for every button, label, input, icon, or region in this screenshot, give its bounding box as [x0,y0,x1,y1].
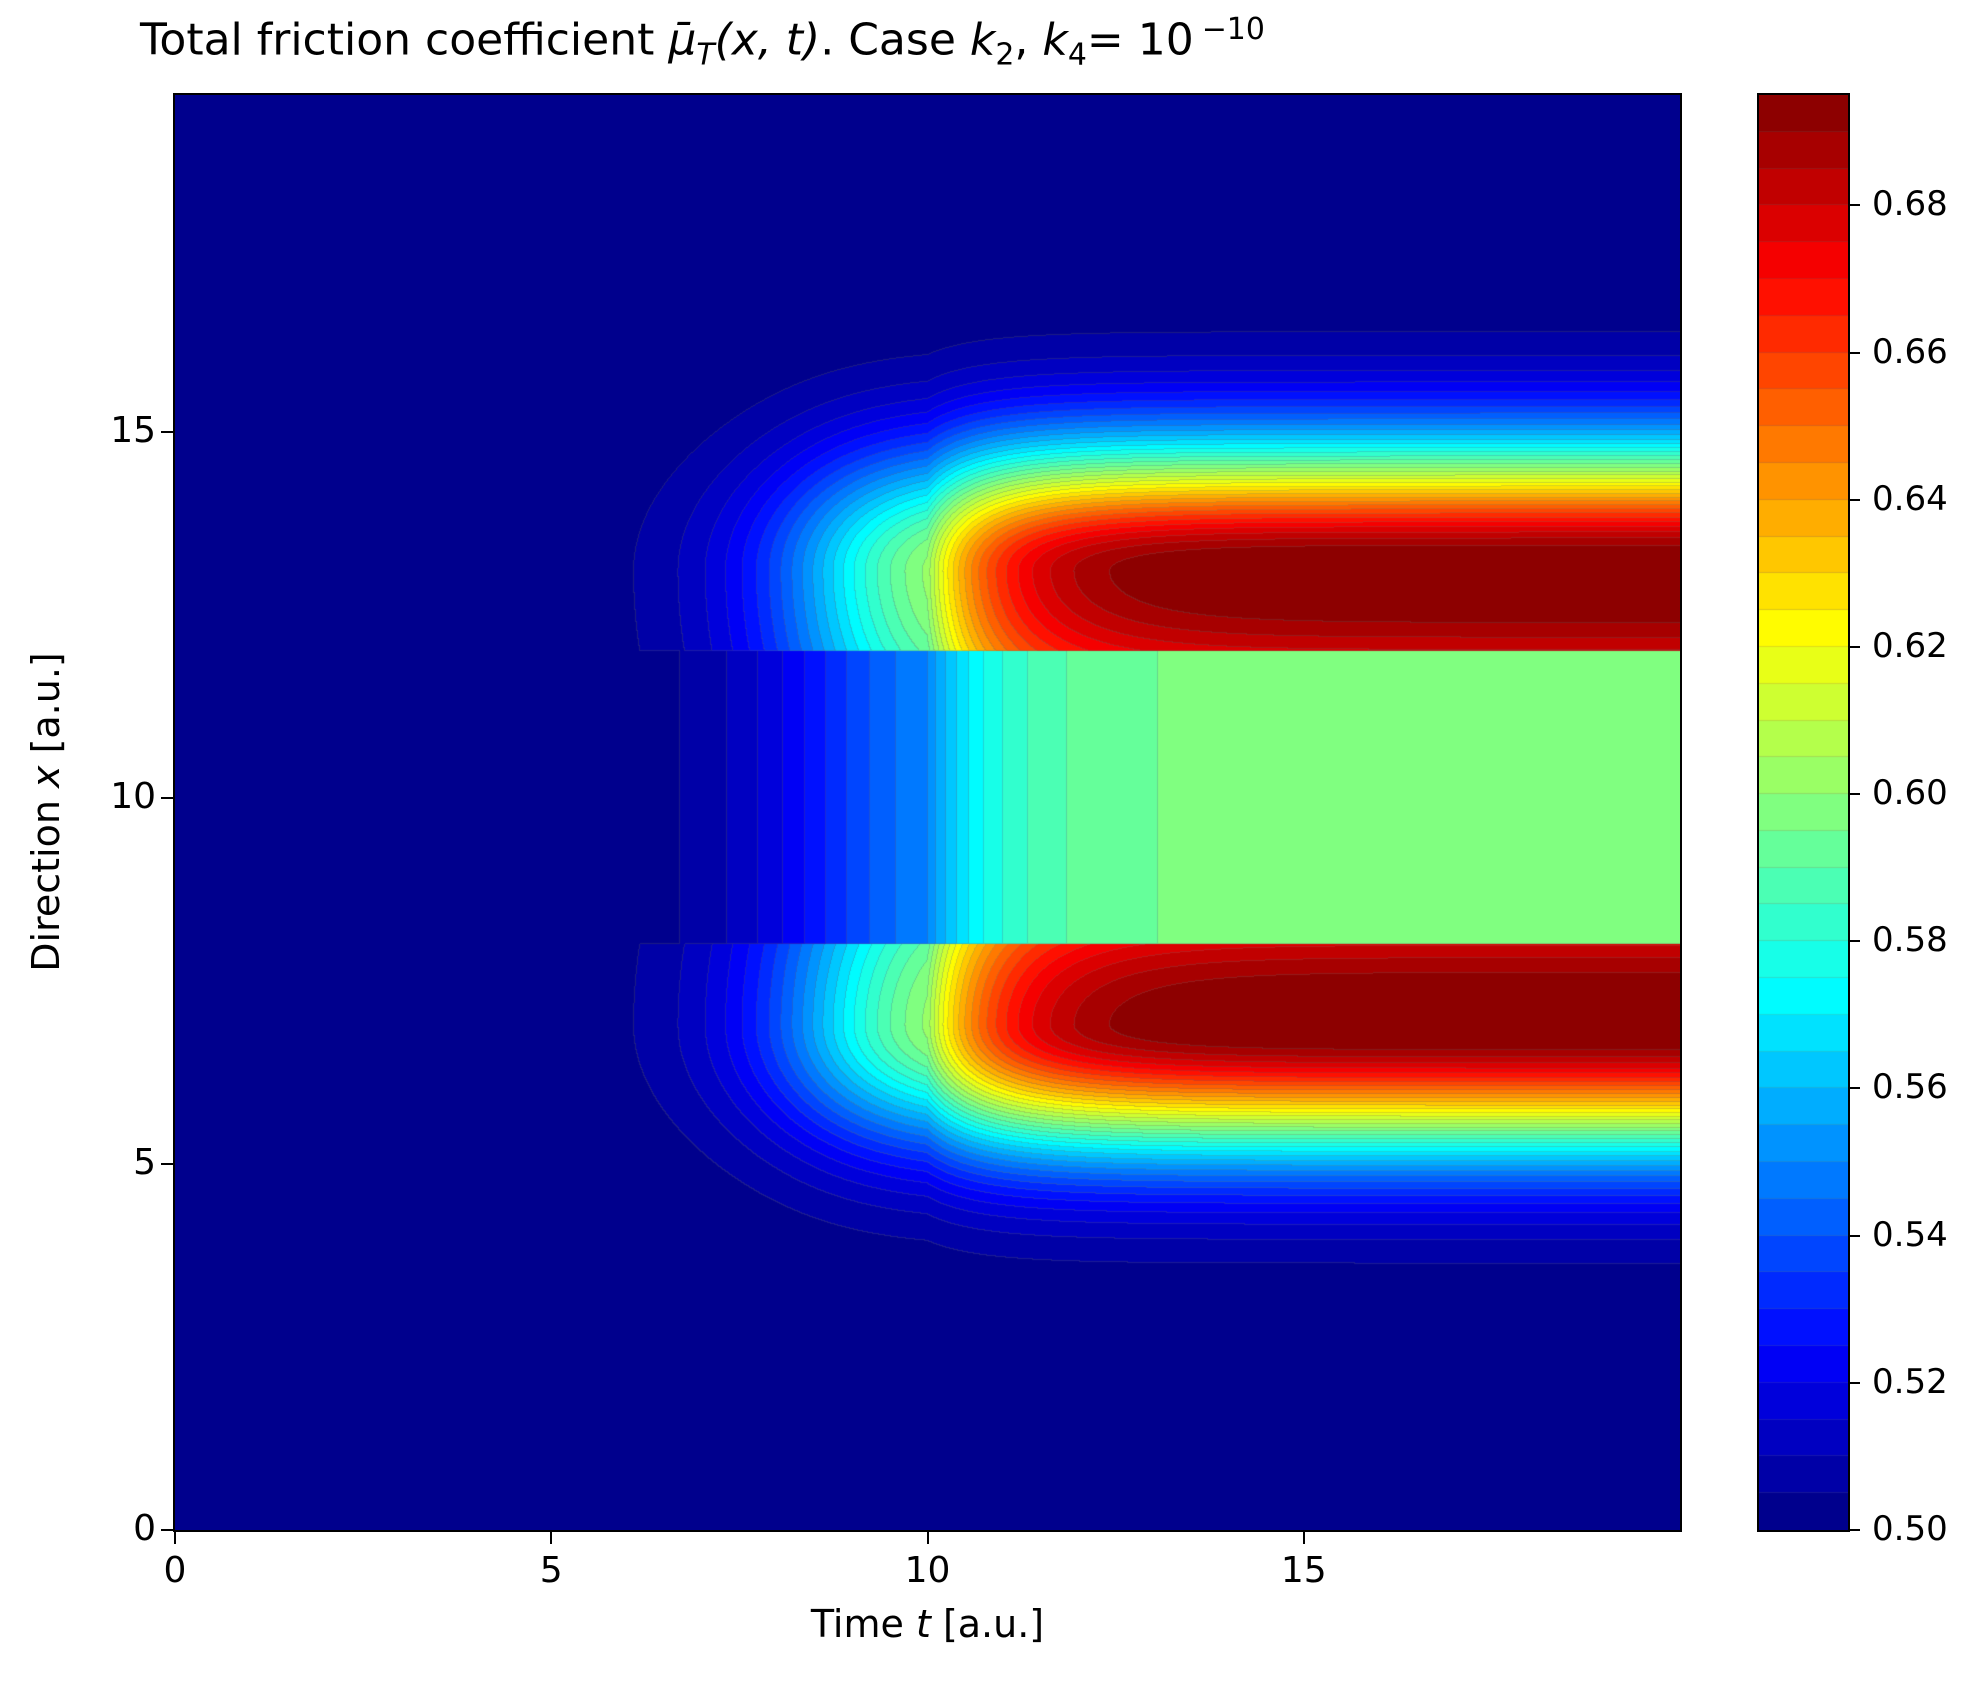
colorbar-tick-label: 0.54 [1872,1214,1948,1255]
y-tick-mark [161,430,175,433]
x-axis-label: Time t [a.u.] [175,1602,1680,1646]
x-label-variable: t [915,1602,931,1646]
colorbar-tick-mark [1848,1381,1860,1384]
colorbar-tick-label: 0.62 [1872,625,1948,666]
colorbar-tick-mark [1848,351,1860,354]
colorbar-tick-label: 0.52 [1872,1361,1948,1402]
title-mu-args: (x, t) [714,14,821,66]
colorbar-tick-mark [1848,940,1860,943]
y-label-units: [a.u.] [24,652,68,766]
colorbar-tick-mark [1848,1087,1860,1090]
colorbar-tick-label: 0.64 [1872,478,1948,519]
x-tick-mark [926,1530,929,1544]
title-mu-subscript: T [696,37,715,73]
title-k2-symbol: k [969,14,996,66]
y-tick-mark [161,796,175,799]
title-comma: , [1014,14,1043,66]
x-tick-label: 15 [1280,1550,1327,1591]
title-text: Total friction coefficient [140,14,669,66]
title-k2-subscript: 2 [995,37,1015,73]
colorbar-tick-label: 0.50 [1872,1509,1948,1549]
colorbar-tick-mark [1848,1529,1860,1531]
x-tick-label: 10 [904,1550,951,1591]
colorbar [1757,93,1850,1532]
colorbar-tick-mark [1848,645,1860,648]
plot-area [173,93,1682,1532]
y-tick-label: 15 [110,409,156,451]
y-tick-label: 10 [110,775,156,817]
x-label-units: [a.u.] [930,1602,1045,1646]
x-tick-mark [174,1530,176,1544]
title-case-text: . Case [820,14,970,66]
colorbar-tick-label: 0.60 [1872,773,1948,814]
y-tick-mark [161,1529,175,1531]
x-tick-label: 5 [539,1550,563,1591]
y-tick-mark [161,1162,175,1165]
colorbar-tick-label: 0.56 [1872,1067,1948,1108]
title-equals: = 10 [1086,14,1194,66]
y-tick-label: 5 [133,1141,156,1183]
x-tick-mark [550,1530,553,1544]
title-mu-symbol: μ̄ [668,14,697,66]
title-k4-subscript: 4 [1067,37,1087,73]
contour-field-canvas [175,95,1680,1530]
colorbar-canvas [1759,95,1848,1530]
colorbar-tick-mark [1848,204,1860,207]
y-tick-label: 0 [133,1508,156,1549]
colorbar-tick-mark [1848,498,1860,501]
x-tick-label: 0 [163,1550,187,1591]
colorbar-tick-mark [1848,793,1860,796]
x-label-text: Time [810,1602,916,1646]
colorbar-tick-label: 0.58 [1872,920,1948,961]
title-k4-symbol: k [1042,14,1068,66]
colorbar-tick-mark [1848,1234,1860,1237]
colorbar-tick-label: 0.68 [1872,184,1948,225]
title-exponent: −10 [1201,12,1265,47]
chart-title: Total friction coefficient μ̄T(x, t). Ca… [140,12,1265,72]
colorbar-tick-label: 0.66 [1872,331,1948,372]
x-tick-mark [1302,1530,1305,1544]
